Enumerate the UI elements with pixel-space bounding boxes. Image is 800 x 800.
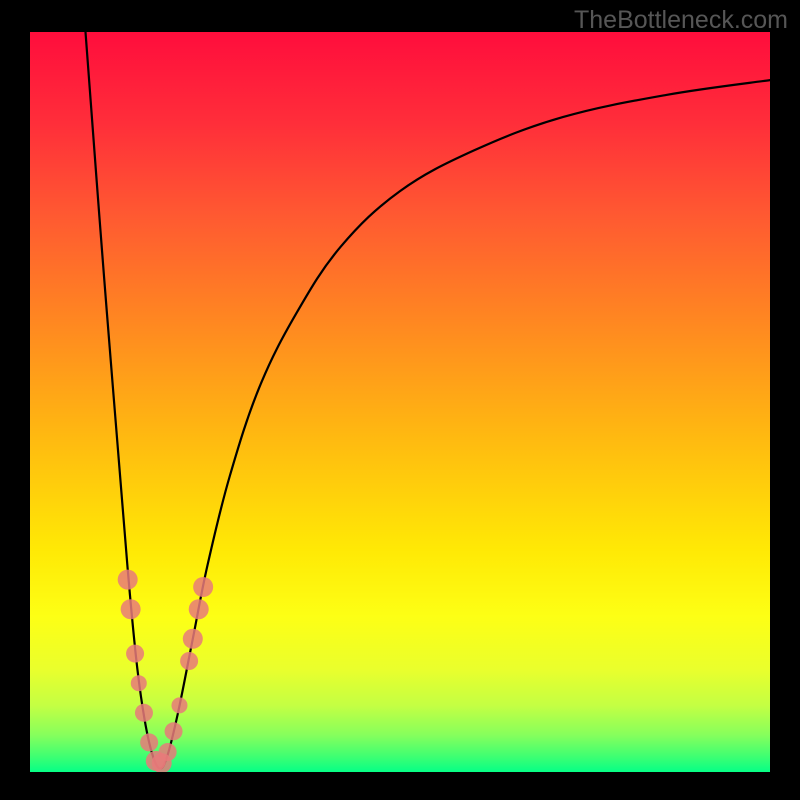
scatter-point (121, 599, 141, 619)
gradient-background (30, 32, 770, 772)
chart-frame: TheBottleneck.com (0, 0, 800, 800)
scatter-point (126, 645, 144, 663)
scatter-point (135, 704, 153, 722)
watermark-text: TheBottleneck.com (574, 6, 788, 35)
scatter-point (131, 675, 147, 691)
scatter-point (193, 577, 213, 597)
scatter-point (180, 652, 198, 670)
scatter-point (165, 722, 183, 740)
scatter-point (183, 629, 203, 649)
scatter-point (140, 733, 158, 751)
plot-area (30, 32, 770, 772)
bottleneck-curve-chart (30, 32, 770, 772)
scatter-point (118, 570, 138, 590)
scatter-point (171, 697, 187, 713)
scatter-point (189, 599, 209, 619)
scatter-point (159, 743, 177, 761)
